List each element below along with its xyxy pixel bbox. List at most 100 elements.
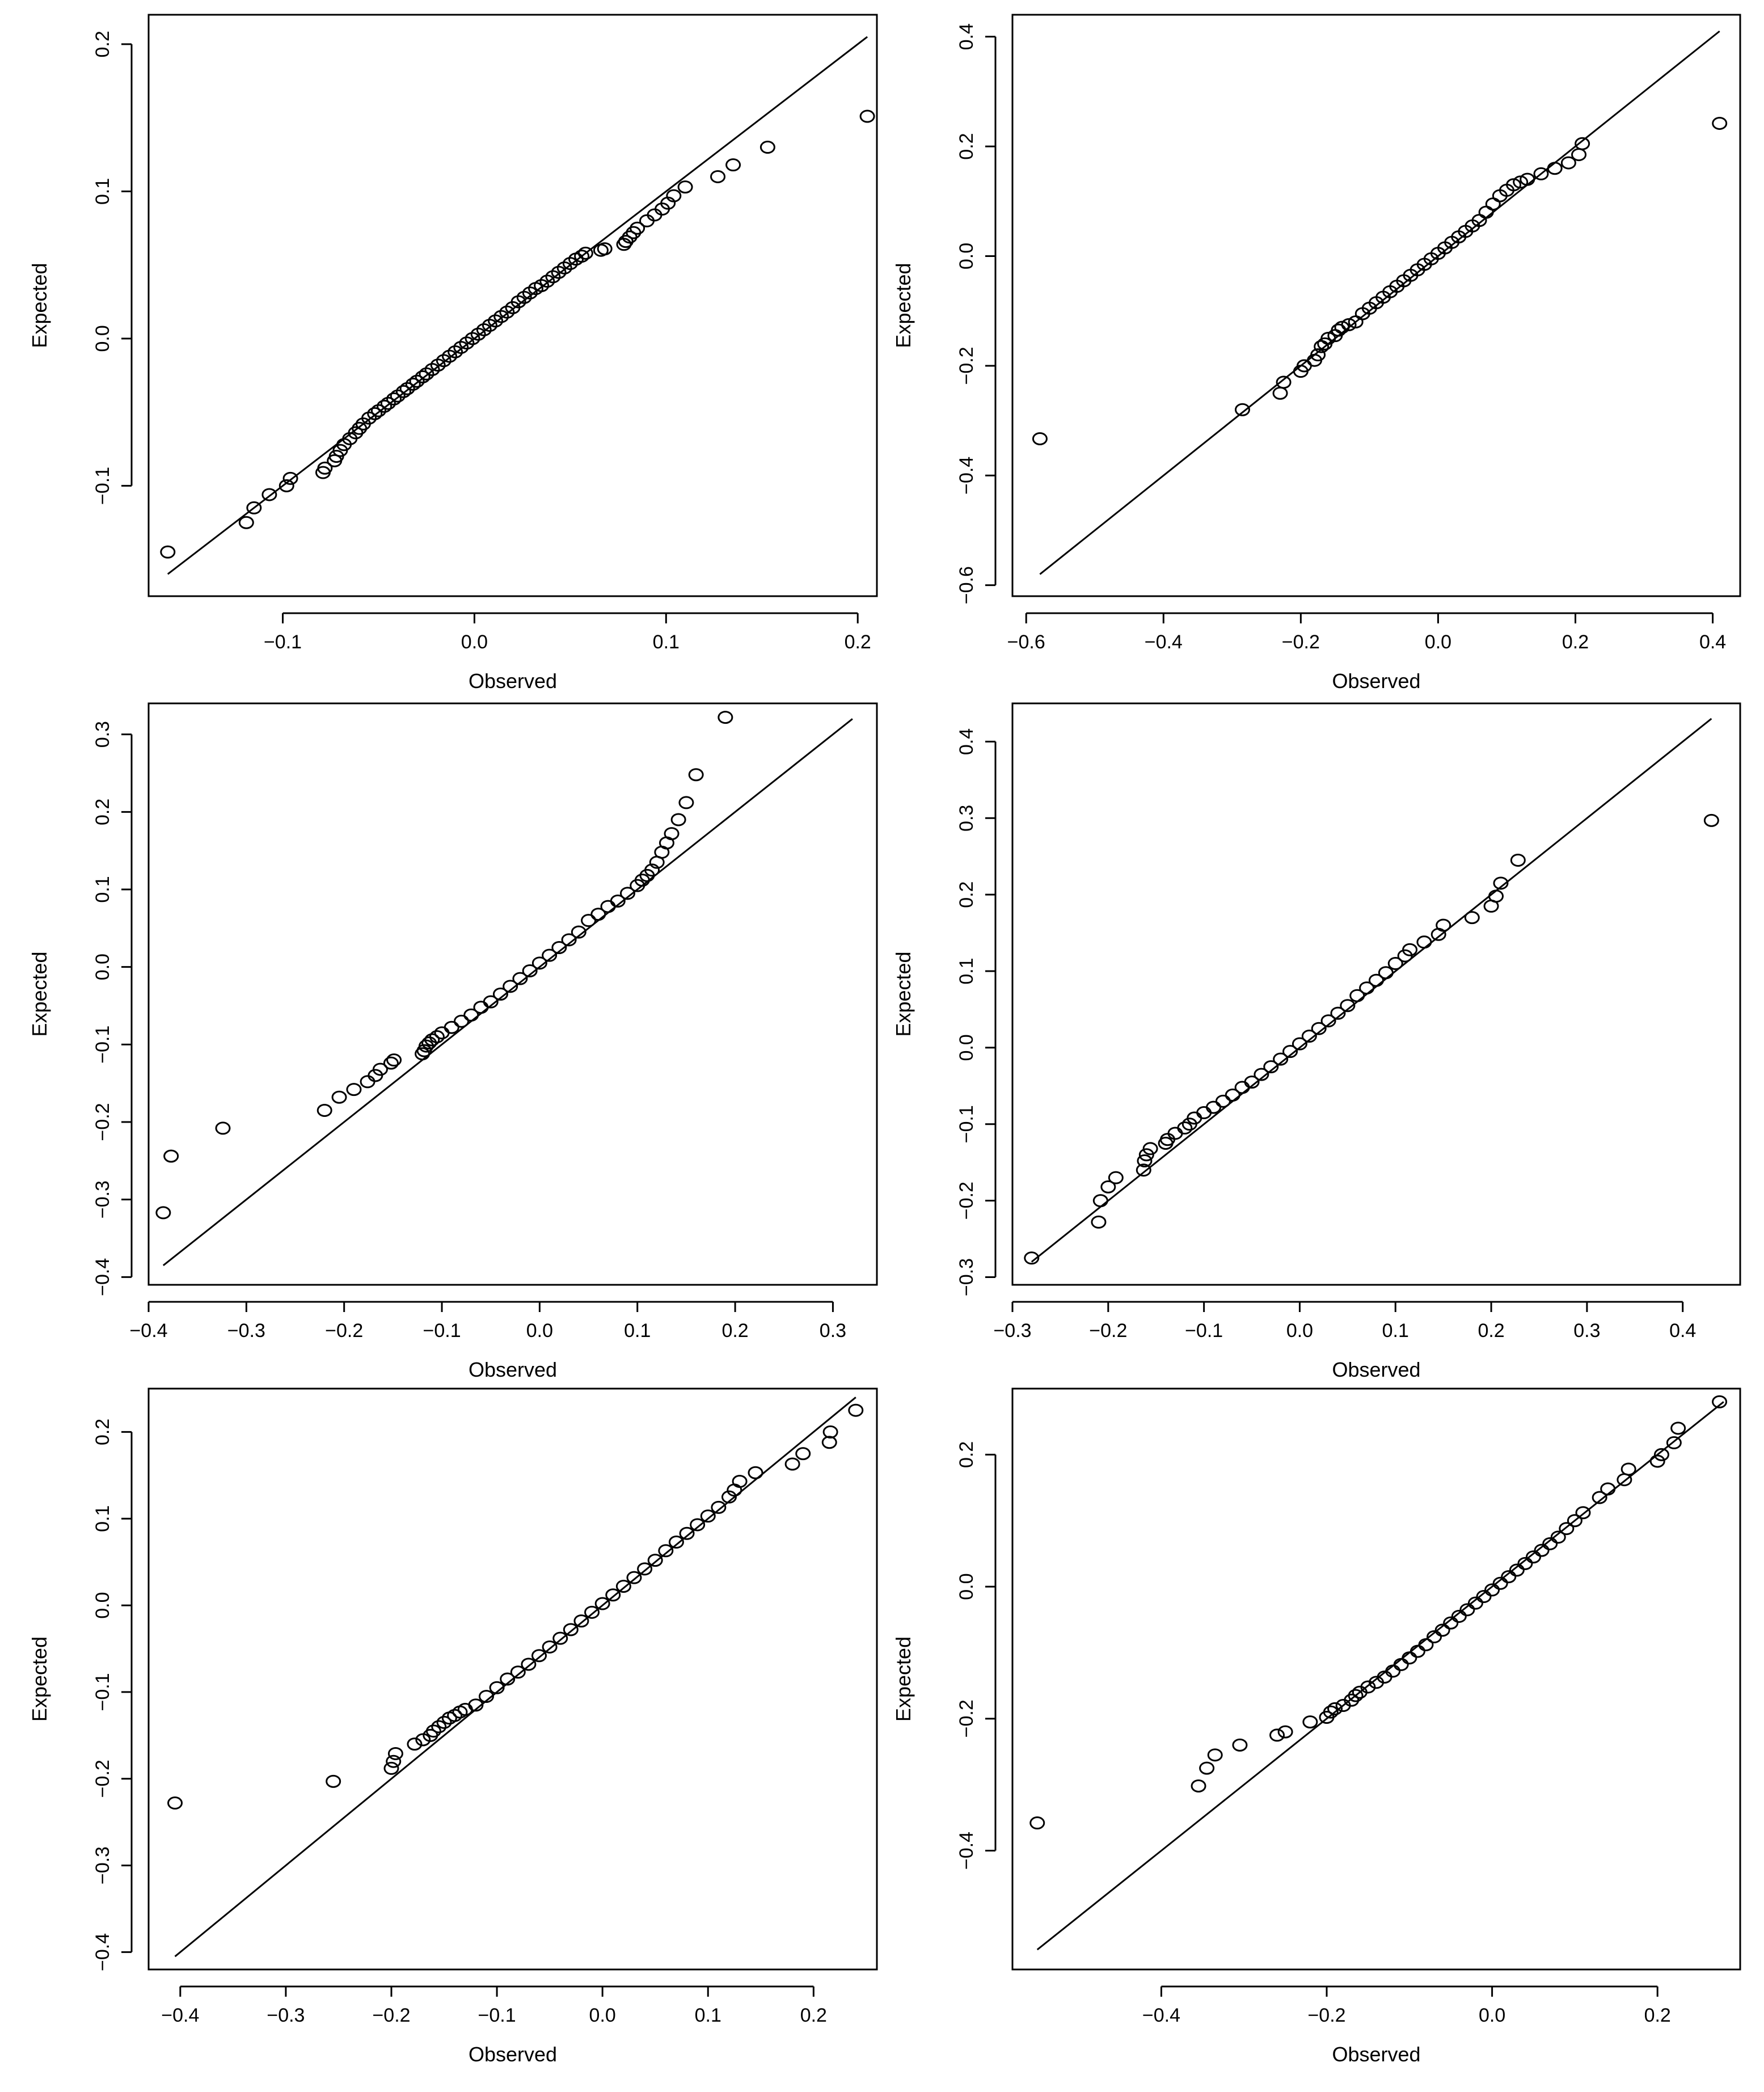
data-point [1560, 156, 1576, 170]
y-tick-label: 0.4 [956, 23, 977, 50]
data-point [492, 988, 508, 1001]
y-tick-label: 0.2 [92, 31, 113, 57]
data-point [468, 1698, 484, 1712]
x-tick-label: −0.3 [993, 1320, 1031, 1342]
y-tick-label: −0.2 [956, 1182, 977, 1220]
y-axis-title: Expected [28, 1637, 51, 1722]
data-point [415, 370, 431, 383]
data-point [542, 1640, 558, 1654]
x-axis-title: Observed [1332, 2043, 1420, 2066]
y-tick-label: −0.4 [92, 1933, 113, 1971]
data-point [1492, 1576, 1508, 1590]
data-point [664, 827, 680, 841]
data-point [1510, 853, 1526, 867]
data-point [584, 1605, 600, 1619]
data-point [718, 711, 733, 724]
data-point [1348, 1689, 1364, 1702]
data-point [531, 1649, 547, 1663]
data-point [581, 914, 597, 927]
y-tick-label: −0.3 [92, 1846, 113, 1884]
y-axis-title: Expected [28, 263, 51, 348]
x-tick-label: −0.3 [267, 2005, 305, 2026]
x-axis: −0.6 −0.4 −0.2 0.0 0.2 0.4 [1007, 612, 1726, 653]
data-point [1137, 1154, 1153, 1168]
data-point [1434, 1623, 1450, 1637]
data-point [1199, 1761, 1215, 1775]
data-point [539, 275, 555, 288]
data-point [409, 374, 425, 388]
y-tick-label: −0.3 [92, 1180, 113, 1218]
data-point [386, 1754, 402, 1768]
data-point [499, 305, 515, 319]
data-point [238, 516, 254, 529]
reference-line [1036, 1401, 1724, 1951]
data-point [1232, 1738, 1248, 1752]
data-point [429, 1030, 445, 1044]
x-tick-label: −0.2 [1089, 1320, 1127, 1342]
x-tick-label: −0.2 [372, 2005, 410, 2026]
x-tick-label: −0.4 [129, 1320, 167, 1342]
data-point [1108, 1171, 1124, 1184]
qq-panel-4: −0.3 −0.2 −0.1 0.0 0.1 0.2 0.3 0.4 −0.3 −0.2 −0.1 0… [892, 702, 1741, 1381]
data-point [1712, 116, 1728, 130]
y-axis-title: Expected [892, 263, 915, 348]
qq-panel-2: −0.6 −0.4 −0.2 0.0 0.2 0.4 −0.6 −0.4 −0.2 0.0 0.2 0… [892, 14, 1741, 693]
data-point [360, 1075, 375, 1089]
data-point [1501, 1570, 1517, 1584]
data-point [383, 1056, 399, 1070]
x-tick-label: 0.0 [461, 631, 488, 653]
x-axis-title: Observed [469, 2043, 557, 2066]
data-point [1359, 981, 1375, 995]
x-tick-label: 0.4 [1669, 1320, 1696, 1342]
data-point [1443, 1616, 1459, 1630]
data-point [1451, 1609, 1467, 1623]
data-point [610, 895, 626, 908]
data-point [748, 1466, 763, 1479]
data-point [822, 1425, 838, 1439]
data-point [690, 1518, 706, 1532]
data-point [721, 1490, 737, 1504]
data-point [1575, 137, 1590, 150]
data-point [1402, 1651, 1417, 1665]
data-point [688, 768, 704, 782]
y-tick-label: −0.2 [92, 1760, 113, 1798]
y-tick-label: −0.4 [956, 1832, 977, 1870]
data-point [436, 354, 451, 368]
data-point [453, 340, 469, 354]
qq-panel-1: −0.1 0.0 0.1 0.2 −0.1 0.0 0.1 0.2 Observed Expect… [28, 14, 878, 693]
data-point [1547, 162, 1563, 175]
data-point [561, 933, 577, 947]
data-point [383, 1761, 399, 1775]
data-point [670, 813, 686, 826]
data-point [1520, 172, 1535, 186]
data-point [1369, 973, 1384, 987]
data-point [465, 332, 480, 345]
y-axis: −0.1 0.0 0.1 0.2 [92, 31, 133, 505]
data-point [386, 392, 402, 406]
data-point [678, 796, 694, 809]
y-tick-label: −0.1 [92, 1673, 113, 1711]
data-point [476, 323, 492, 336]
data-point [1196, 1106, 1212, 1120]
data-point [1485, 197, 1501, 211]
data-point [246, 501, 262, 514]
x-tick-label: −0.4 [161, 2005, 199, 2026]
y-tick-label: 0.1 [92, 178, 113, 205]
data-point [1092, 1194, 1108, 1208]
data-point [1032, 432, 1048, 445]
data-point [482, 319, 497, 332]
data-point [1276, 376, 1292, 389]
y-tick-label: 0.2 [956, 133, 977, 159]
data-point [424, 362, 440, 376]
data-point [1177, 1121, 1193, 1135]
y-tick-label: 0.0 [956, 243, 977, 269]
data-point [419, 367, 434, 381]
x-axis: −0.3 −0.2 −0.1 0.0 0.1 0.2 0.3 0.4 [993, 1301, 1696, 1342]
data-point [1467, 1596, 1483, 1610]
data-point [424, 1033, 440, 1047]
reference-line [167, 36, 868, 575]
y-tick-label: 0.2 [956, 1441, 977, 1468]
data-point [1244, 1075, 1260, 1089]
data-point [1167, 1127, 1183, 1140]
